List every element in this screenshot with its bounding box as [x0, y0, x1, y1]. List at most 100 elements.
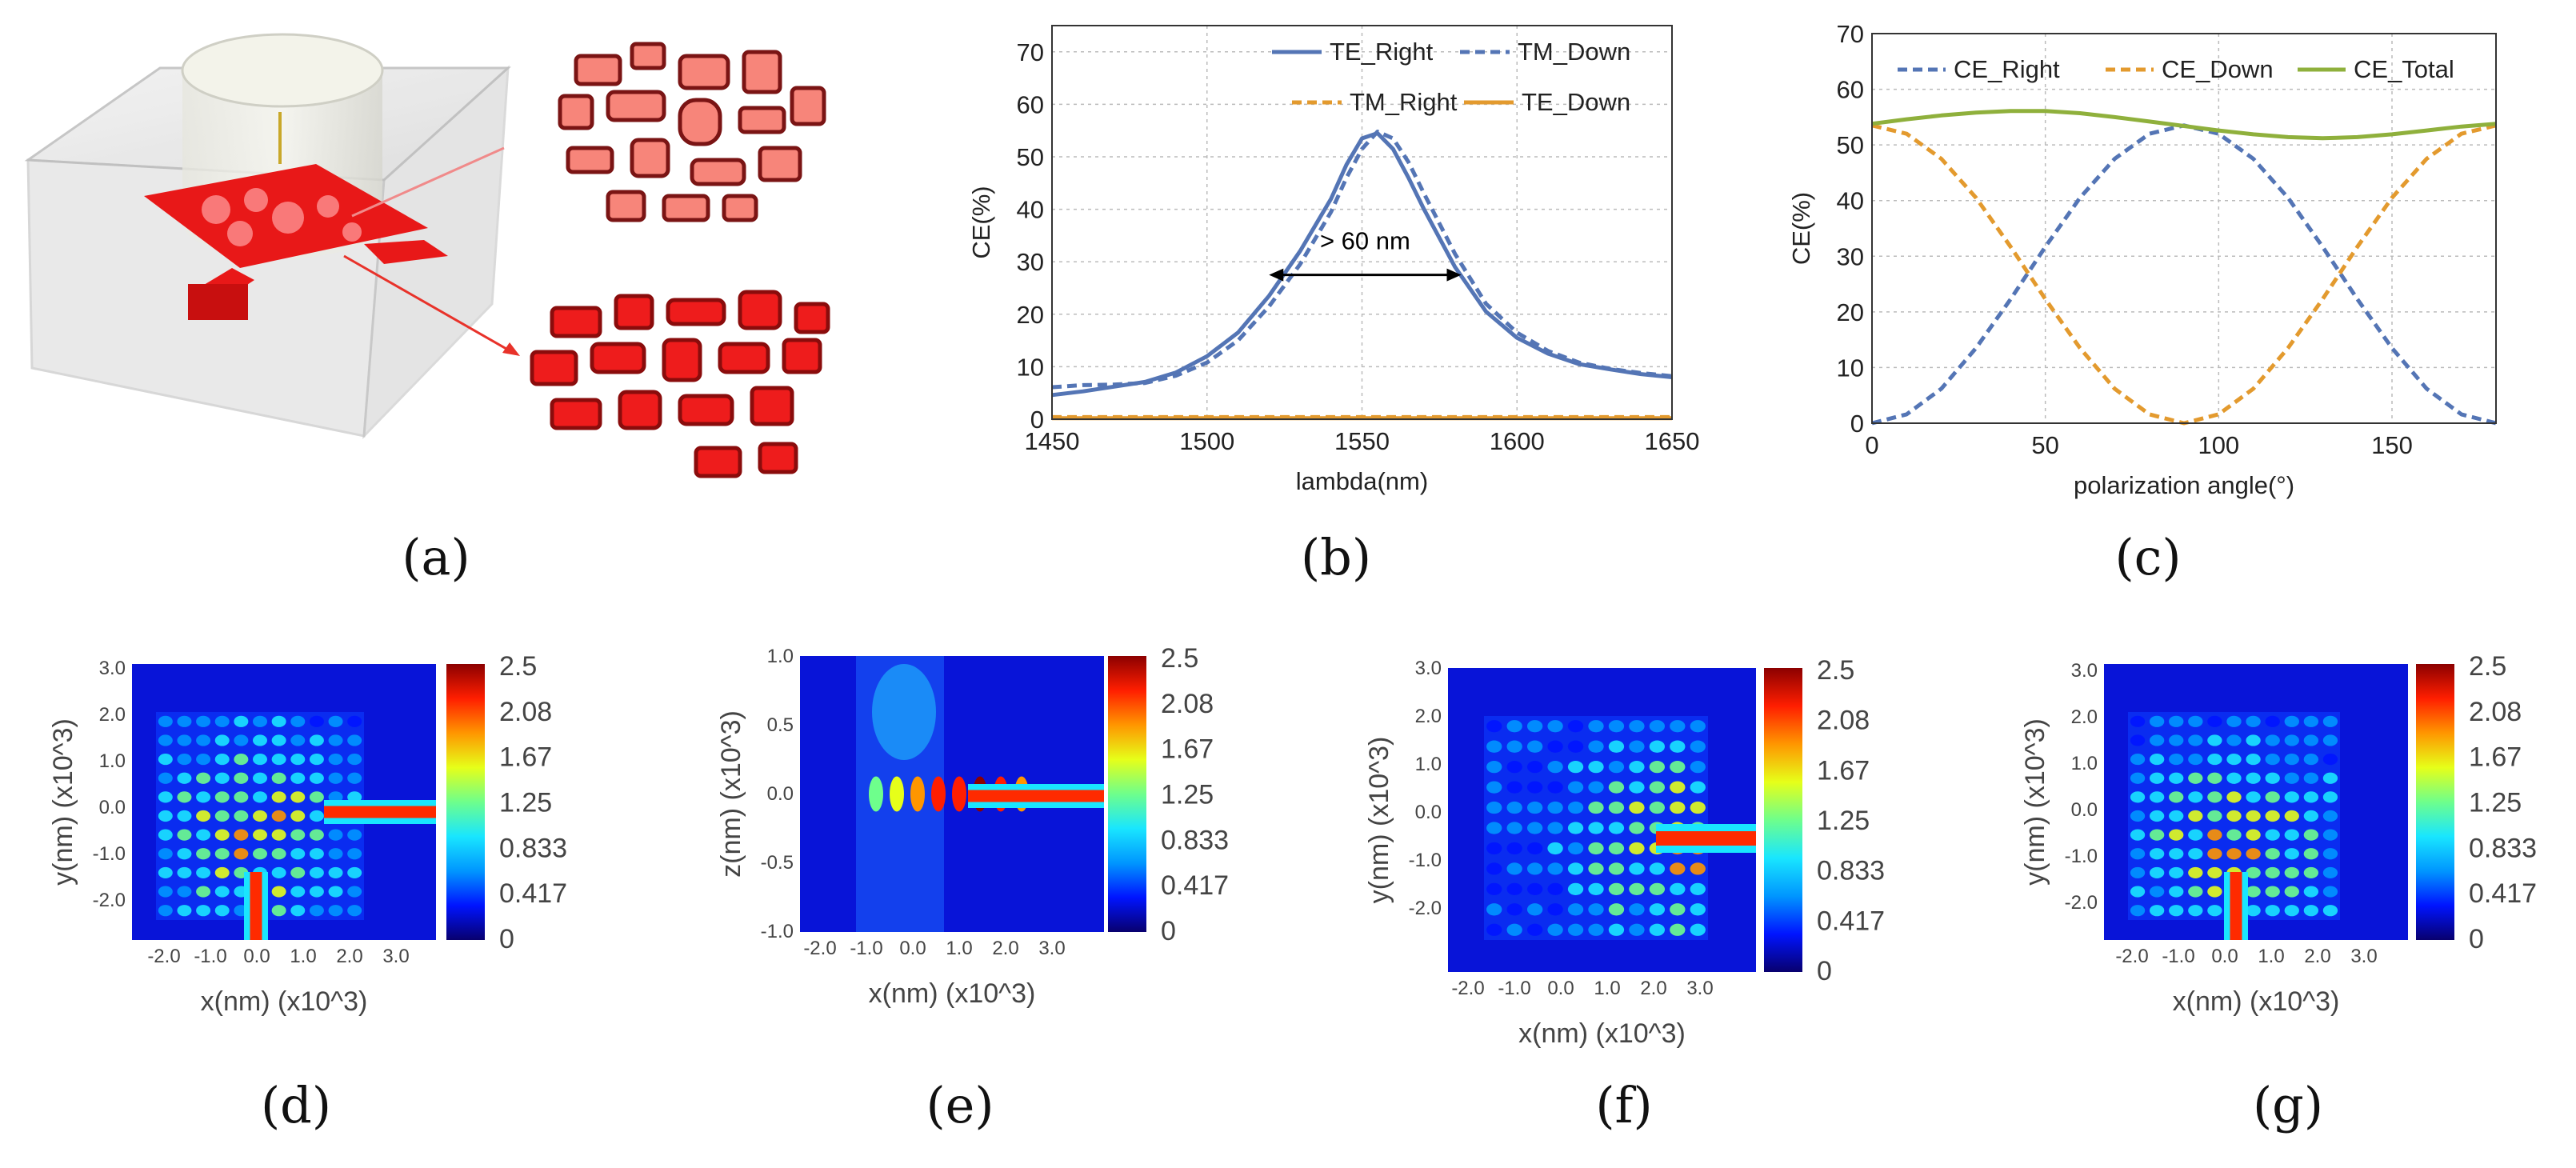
g-field-spot: [2130, 905, 2146, 917]
f-colorbar-label-5: 0.417: [1817, 906, 1885, 936]
g-field-spot: [2303, 754, 2319, 766]
d-field-spot: [271, 772, 286, 784]
d-field-spot: [347, 754, 362, 766]
d-ytick-5: -2.0: [93, 890, 126, 911]
f-field-spot: [1567, 781, 1584, 794]
d-field-spot: [271, 715, 286, 727]
f-field-spot: [1629, 781, 1645, 794]
g-field-spot: [2149, 905, 2165, 917]
g-field-spot: [2169, 734, 2184, 746]
g-field-spot: [2149, 866, 2165, 878]
f-field-spot: [1629, 882, 1645, 895]
d-field-spot: [309, 886, 324, 898]
d-field-spot: [196, 754, 211, 766]
d-field-image: [132, 664, 436, 940]
g-field-spot: [2322, 772, 2338, 784]
f-field-spot: [1649, 882, 1666, 895]
c-ytick-0: 0: [1850, 410, 1864, 438]
g-x-axis-label: x(nm) (x10^3): [2173, 986, 2340, 1017]
e-ytick-3: -0.5: [761, 852, 794, 874]
d-field-spot: [177, 715, 192, 727]
f-field-spot: [1649, 801, 1666, 814]
f-ytick-1: 2.0: [1415, 706, 1442, 727]
f-field-spot: [1526, 720, 1543, 733]
g-field-spot: [2226, 715, 2242, 727]
g-ytick-4: -1.0: [2065, 846, 2098, 867]
f-field-spot: [1608, 740, 1625, 753]
g-field-spot: [2265, 715, 2280, 727]
d-colorbar-label-2: 1.67: [499, 742, 552, 773]
c-legend-ce-right: CE_Right: [1954, 55, 2060, 83]
d-field-spot: [347, 791, 362, 803]
f-field-spot: [1670, 720, 1686, 733]
f-field-spot: [1670, 761, 1686, 774]
f-colorbar-label-1: 2.08: [1817, 706, 1870, 736]
e-xtick-4: 2.0: [992, 938, 1018, 959]
f-field-spot: [1526, 801, 1543, 814]
g-colorbar-label-1: 2.08: [2469, 697, 2522, 727]
g-field-spot: [2284, 848, 2299, 860]
device-layer: [144, 164, 448, 320]
d-field-spot: [271, 866, 286, 878]
g-field-spot: [2130, 772, 2146, 784]
g-field-spot: [2246, 791, 2261, 803]
e-xtick-1: -1.0: [850, 938, 882, 959]
g-ytick-5: -2.0: [2065, 892, 2098, 914]
d-field-spot: [290, 772, 306, 784]
f-field-spot: [1649, 720, 1666, 733]
g-field-spot: [2226, 810, 2242, 822]
d-field-spot: [234, 754, 249, 766]
d-field-spot: [214, 772, 230, 784]
g-field-spot: [2226, 754, 2242, 766]
d-field-spot: [290, 866, 306, 878]
d-field-spot: [328, 886, 343, 898]
f-field-spot: [1690, 720, 1706, 733]
fwhm-label: > 60 nm: [1320, 227, 1410, 255]
d-colorbar-label-4: 0.833: [499, 833, 567, 863]
c-ytick-30: 30: [1837, 242, 1864, 270]
d-waveguide-core-0: [324, 806, 436, 818]
f-field-spot: [1649, 740, 1666, 753]
g-field-spot: [2303, 886, 2319, 898]
d-field-spot: [347, 734, 362, 746]
b-tick-labels: 1450 1500 1550 1600 1650 0 10 20 30 40 50 60 70: [1017, 38, 1700, 455]
d-x-axis-label: x(nm) (x10^3): [201, 986, 368, 1017]
f-xtick-2: 0.0: [1547, 978, 1574, 999]
d-field-spot: [196, 791, 211, 803]
g-field-spot: [2169, 866, 2184, 878]
g-xtick-5: 3.0: [2350, 946, 2377, 967]
g-field-spot: [2284, 754, 2299, 766]
d-field-spot: [177, 829, 192, 841]
d-colorbar-label-0: 2.5: [499, 651, 537, 682]
d-field-spot: [309, 791, 324, 803]
d-field-spot: [253, 715, 267, 727]
f-field-spot: [1588, 842, 1604, 855]
g-field-spot: [2169, 886, 2184, 898]
c-xtick-50: 50: [2031, 431, 2058, 459]
d-field-spot: [309, 754, 324, 766]
d-field-spot: [214, 829, 230, 841]
d-field-spot: [271, 754, 286, 766]
e-colorbar-label-1: 2.08: [1161, 689, 1214, 719]
d-field-spot: [328, 734, 343, 746]
g-field-spot: [2188, 866, 2203, 878]
f-field-spot: [1506, 801, 1522, 814]
d-field-spot: [234, 791, 249, 803]
g-field-spot: [2207, 715, 2222, 727]
f-colorbar-label-4: 0.833: [1817, 856, 1885, 886]
d-field-spot: [290, 848, 306, 860]
d-field-spot: [158, 810, 173, 822]
c-y-axis-label: CE(%): [1787, 192, 1815, 265]
f-field-spot: [1690, 801, 1706, 814]
f-field-spot: [1486, 862, 1502, 875]
g-field-spot: [2303, 848, 2319, 860]
g-field-spot: [2303, 810, 2319, 822]
d-field-spot: [158, 772, 173, 784]
d-field-spot: [158, 791, 173, 803]
d-xtick-0: -2.0: [147, 946, 180, 967]
c-ytick-70: 70: [1837, 20, 1864, 48]
c-legend: CE_Right CE_Down CE_Total: [1898, 55, 2454, 83]
g-field-spot: [2246, 810, 2261, 822]
d-field-spot: [328, 715, 343, 727]
g-xtick-4: 2.0: [2304, 946, 2330, 967]
